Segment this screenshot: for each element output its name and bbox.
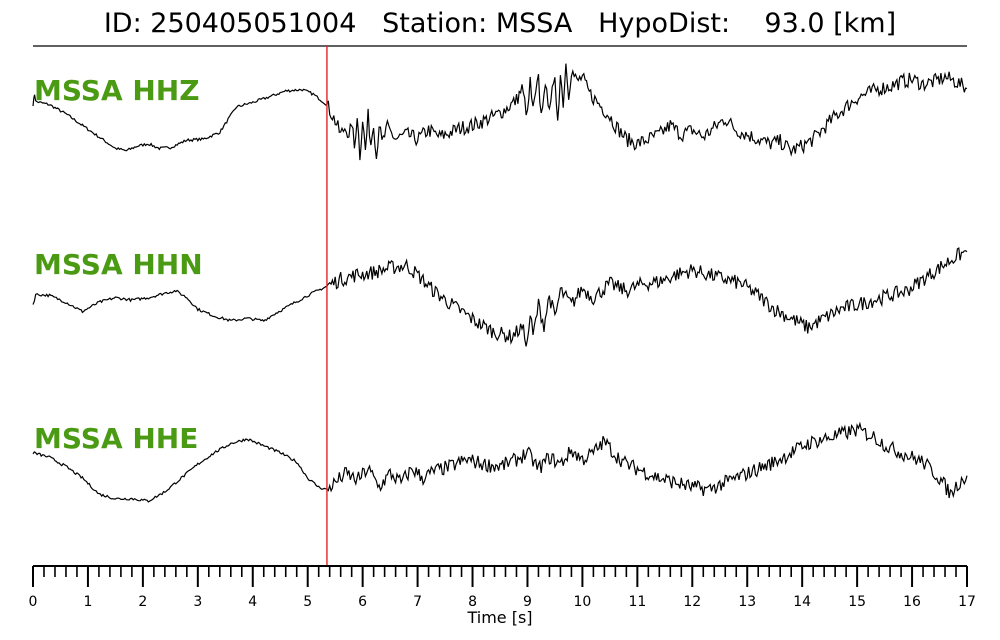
trace-line	[32, 63, 968, 161]
x-axis-label: Time [s]	[466, 608, 532, 627]
time-axis: 0 1 2 3 4 5 6 7 8 9 10 11 12 13 14 15 16 17	[29, 565, 976, 610]
x-tick-label: 9	[523, 594, 532, 610]
x-tick-label: 14	[793, 594, 811, 610]
x-tick-label: 2	[138, 594, 147, 610]
x-tick-label: 1	[83, 594, 92, 610]
trace-group	[32, 63, 968, 503]
x-tick-label: 17	[958, 594, 976, 610]
x-tick-label: 15	[848, 594, 866, 610]
x-tick-label: 3	[193, 594, 202, 610]
x-tick-label: 11	[628, 594, 646, 610]
channel-label: MSSA HHE	[34, 422, 198, 455]
x-tick-label: 16	[903, 594, 921, 610]
x-tick-label: 0	[29, 594, 38, 610]
trace-line	[32, 247, 968, 347]
x-tick-label: 13	[738, 594, 756, 610]
channel-label: MSSA HHZ	[34, 74, 200, 107]
channel-label: MSSA HHN	[34, 248, 203, 281]
x-tick-label: 8	[468, 594, 477, 610]
x-tick-label: 7	[413, 594, 422, 610]
trace-line	[32, 421, 968, 503]
x-tick-label: 10	[573, 594, 591, 610]
x-tick-label: 4	[248, 594, 257, 610]
x-tick-label: 6	[358, 594, 367, 610]
channel-label-group: MSSA HHZ MSSA HHN MSSA HHE	[34, 74, 203, 455]
x-tick-label: 12	[683, 594, 701, 610]
chart-title: ID: 250405051004 Station: MSSA HypoDist:…	[103, 8, 897, 39]
x-tick-label: 5	[303, 594, 312, 610]
